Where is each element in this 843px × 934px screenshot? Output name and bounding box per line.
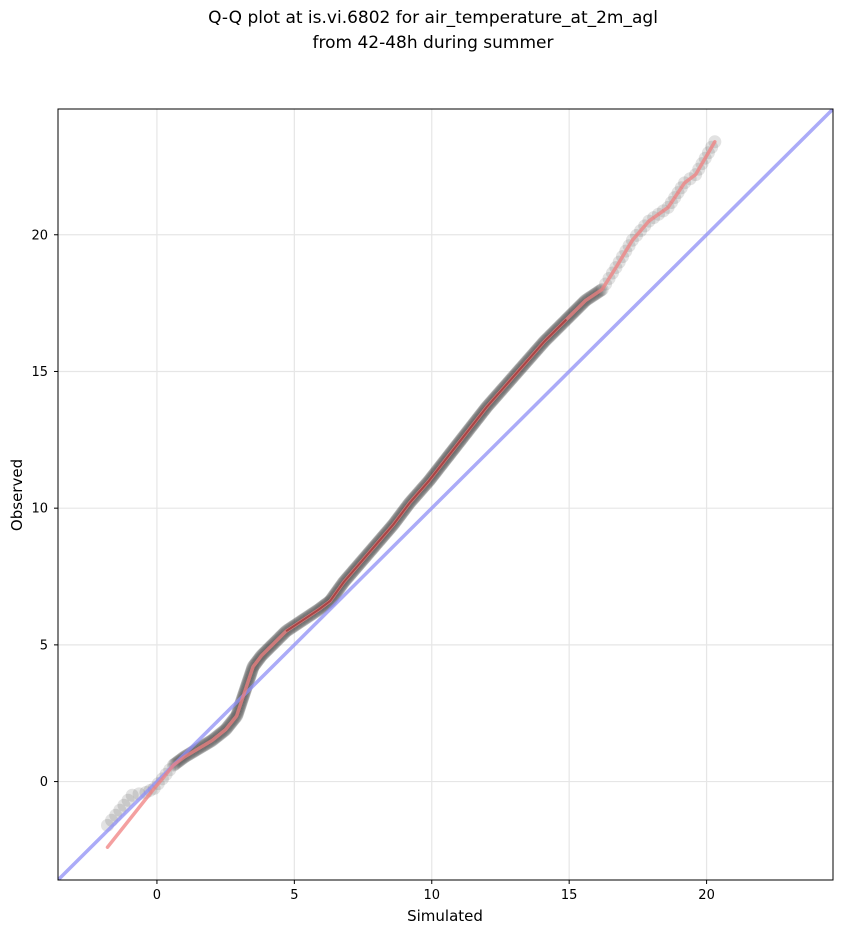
y-axis-label: Observed [8, 459, 26, 531]
axis-ticks: 0 5 10 15 20 0 5 10 15 20 [31, 228, 714, 903]
y-tick-label: 0 [40, 775, 48, 790]
x-tick-label: 15 [561, 888, 578, 903]
y-tick-label: 5 [40, 638, 48, 653]
identity-line [58, 109, 833, 880]
plot-area [58, 109, 833, 880]
quantile-point [121, 793, 135, 807]
chart-title-line-2: from 42-48h during summer [313, 33, 554, 53]
chart-title-line-1: Q-Q plot at is.vi.6802 for air_temperatu… [208, 8, 658, 28]
y-tick-label: 10 [31, 502, 48, 517]
y-tick-label: 15 [31, 365, 48, 380]
y-tick-label: 20 [31, 228, 48, 243]
x-tick-label: 0 [153, 888, 161, 903]
fit-line-dense [285, 318, 568, 633]
quantile-point [117, 798, 131, 812]
quantile-point [125, 788, 139, 802]
x-tick-label: 20 [698, 888, 715, 903]
x-tick-label: 10 [423, 888, 440, 903]
x-tick-label: 5 [290, 888, 298, 903]
plot-frame [57, 108, 834, 881]
x-axis-label: Simulated [407, 907, 483, 925]
grid-lines [58, 109, 833, 880]
